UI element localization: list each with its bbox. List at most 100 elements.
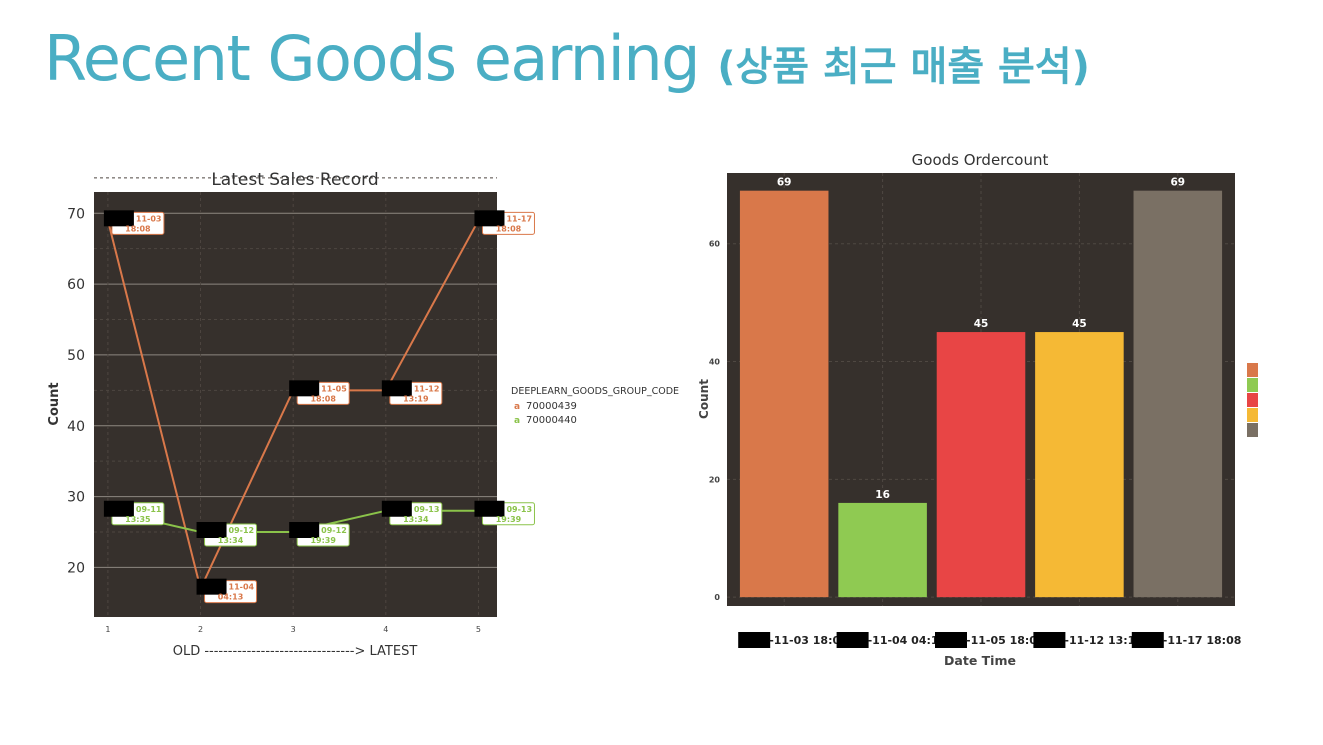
line-chart-point-label-date: 09-11 [136, 505, 162, 514]
line-chart-redaction-block [381, 500, 412, 517]
bar-chart-data-label: 45 [974, 318, 989, 330]
line-chart-point-label-time: 19:39 [310, 536, 336, 545]
slide-title-sub: (상품 최근 매출 분석) [717, 44, 1090, 90]
bar-chart-redaction-block [935, 632, 967, 648]
line-chart-point-label-date: 11-17 [506, 214, 532, 223]
line-chart-title: Latest Sales Record [211, 170, 378, 190]
bar-chart: 69 16 45 45 69 0 20 40 60 -11-03 18:08 -11-04 04:… [697, 151, 1258, 668]
line-chart-point-label-time: 13:19 [403, 394, 429, 403]
line-chart-redaction-block [196, 522, 227, 538]
bar-chart-data-label: 69 [1170, 177, 1185, 189]
line-chart-legend-key: a [514, 416, 520, 426]
bar-chart-xtick-label: -11-17 18:08 [1163, 634, 1242, 647]
slide-title-main: Recent Goods earning [44, 22, 700, 95]
bar-chart-legend-swatch [1247, 363, 1258, 377]
line-chart-redaction-block [289, 522, 320, 538]
bar-chart-data-label: 45 [1072, 318, 1087, 330]
line-chart-point-label-date: 09-13 [414, 505, 440, 514]
bar-chart-xtick-label: -11-03 18:08 [769, 634, 848, 647]
bar-chart-ylabel: Count [697, 379, 711, 419]
bar-chart-data-label: 69 [777, 177, 792, 189]
line-chart-redaction-block [474, 500, 505, 517]
line-chart-redaction-block [103, 210, 134, 227]
bar-chart-bar [739, 190, 829, 598]
bar-chart-xlabel: Date Time [944, 653, 1016, 668]
line-chart-point-label-time: 13:34 [218, 536, 244, 545]
line-chart-xtick-label: 1 [105, 625, 110, 634]
line-chart-point-label-date: 11-05 [321, 384, 347, 393]
line-chart-ytick-label: 70 [67, 206, 85, 222]
line-chart-legend-key: a [514, 402, 520, 412]
line-chart-point-label-date: 11-03 [136, 214, 162, 223]
bar-chart-ytick-label: 60 [709, 240, 721, 249]
bar-chart-legend-swatch [1247, 408, 1258, 422]
bar-chart-ytick-label: 20 [709, 475, 721, 484]
bar-chart-bar [838, 502, 927, 598]
line-chart-ylabel: Count [47, 382, 62, 425]
line-chart-point-label-date: 09-12 [321, 526, 347, 535]
line-chart-ytick-label: 20 [67, 560, 85, 576]
bar-chart-xtick-label: -11-12 13:19 [1064, 634, 1143, 647]
bar-chart-xtick-label: -11-05 18:08 [966, 634, 1045, 647]
bar-chart-redaction-block [738, 632, 771, 648]
line-chart-legend: DEEPLEARN_GOODS_GROUP_CODE a 70000439 a 700… [511, 386, 679, 426]
line-chart-redaction-block [289, 380, 320, 397]
bar-chart-bars: 69 16 45 45 69 [739, 177, 1223, 598]
line-chart-point-label-date: 09-12 [229, 526, 255, 535]
line-chart-point-label-time: 13:35 [125, 515, 151, 524]
slide-title: Recent Goods earning (상품 최근 매출 분석) [44, 22, 1090, 95]
bar-chart-axes: 0 20 40 60 -11-03 18:08 -11-04 04:13 -11-05 18… [709, 240, 1242, 648]
line-chart-point-label-time: 13:34 [403, 515, 429, 524]
line-chart-legend-title: DEEPLEARN_GOODS_GROUP_CODE [511, 386, 679, 397]
line-chart-legend-entry: 70000439 [526, 401, 577, 412]
line-chart-axes: 20 30 40 50 60 70 1 2 3 4 5 [67, 206, 481, 634]
line-chart-point-labels: 11-0318:0811-0404:1311-0518:0811-1213:19… [103, 210, 535, 604]
bar-chart-bar [936, 332, 1026, 598]
line-chart-redaction-block [381, 380, 412, 397]
bar-chart-redaction-block [1033, 632, 1066, 648]
bar-chart-ytick-label: 0 [714, 593, 720, 602]
line-chart-xtick-label: 4 [383, 625, 388, 634]
line-chart: 11-0318:0811-0404:1311-0518:0811-1213:19… [47, 170, 679, 659]
line-chart-xtick-label: 5 [476, 625, 481, 634]
bar-chart-bar [1035, 332, 1124, 598]
line-chart-xlabel: OLD --------------------------------> LA… [173, 644, 418, 659]
line-chart-xtick-label: 2 [198, 625, 203, 634]
line-chart-redaction-block [103, 500, 134, 517]
line-chart-redaction-block [474, 210, 505, 227]
line-chart-xtick-label: 3 [291, 625, 296, 634]
line-chart-ytick-label: 60 [67, 277, 85, 293]
bar-chart-legend [1247, 363, 1258, 437]
line-chart-point-label-time: 18:08 [310, 394, 336, 403]
bar-chart-data-label: 16 [875, 489, 890, 501]
line-chart-point-label-date: 11-04 [229, 583, 255, 592]
line-chart-point-label-time: 18:08 [125, 224, 151, 233]
bar-chart-legend-swatch [1247, 378, 1258, 392]
line-chart-ytick-label: 40 [67, 419, 85, 435]
bar-chart-ytick-label: 40 [709, 358, 721, 367]
bar-chart-xtick-label: -11-04 04:13 [868, 634, 947, 647]
line-chart-redaction-block [196, 578, 227, 595]
line-chart-point-label-date: 11-12 [414, 384, 440, 393]
bar-chart-redaction-block [836, 632, 869, 648]
bar-chart-redaction-block [1131, 632, 1164, 648]
line-chart-point-label-date: 09-13 [506, 505, 532, 514]
line-chart-ytick-label: 50 [67, 348, 85, 364]
line-chart-grid [94, 177, 497, 617]
bar-chart-bar [1133, 190, 1223, 598]
bar-chart-legend-swatch [1247, 423, 1258, 437]
line-chart-point-label-time: 19:39 [496, 515, 522, 524]
bar-chart-legend-swatch [1247, 393, 1258, 407]
line-chart-point-label-time: 18:08 [496, 224, 522, 233]
line-chart-point-label-time: 04:13 [218, 593, 243, 602]
line-chart-legend-entry: 70000440 [526, 415, 577, 426]
